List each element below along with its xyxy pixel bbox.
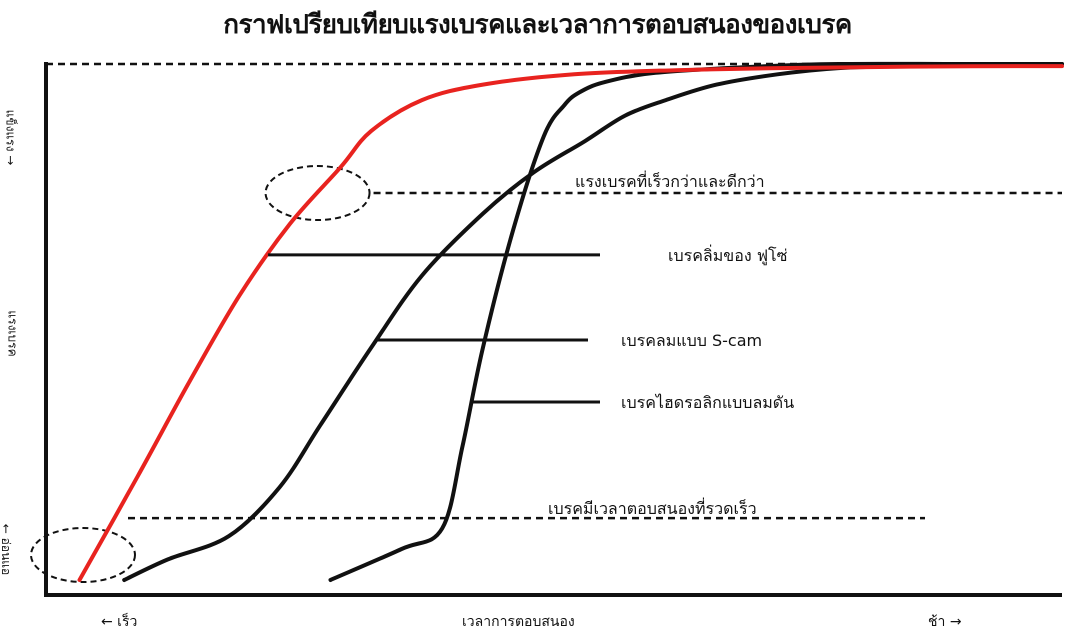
- y-top-label: แข็งแรง →: [3, 109, 18, 166]
- x-left-label: ← เร็ว: [101, 614, 138, 630]
- x-right-label: ช้า →: [928, 614, 962, 630]
- y-bottom-label: ← อ่อนแอ: [0, 523, 14, 576]
- highlight-ellipse-lower: [30, 527, 136, 583]
- legend-label-s-cam-air-brake: เบรคลมแบบ S-cam: [621, 331, 762, 350]
- legend-label-fuso-wedge-brake: เบรคลิ่มของ ฟูโซ่: [668, 244, 788, 266]
- series-line-fuso-wedge-brake: [77, 64, 1064, 582]
- legend-label-air-over-hydraulic-brake: เบรคไฮดรอลิกแบบลมดัน: [621, 393, 794, 412]
- x-axis-title: เวลาการตอบสนอง: [462, 614, 575, 630]
- annotation-faster-better-brake-force: แรงเบรคที่เร็วกว่าและดีกว่า: [575, 170, 765, 191]
- chart-title: กราฟเปรียบเทียบแรงเบรคและเวลาการตอบสนองข…: [223, 10, 852, 40]
- y-axis-title: แรงเบรค: [5, 310, 20, 357]
- highlight-ellipse-upper: [264, 165, 371, 221]
- series-line-air-over-hydraulic-brake: [328, 61, 1064, 582]
- annotation-fast-response-brake: เบรคมีเวลาตอบสนองที่รวดเร็ว: [548, 497, 757, 518]
